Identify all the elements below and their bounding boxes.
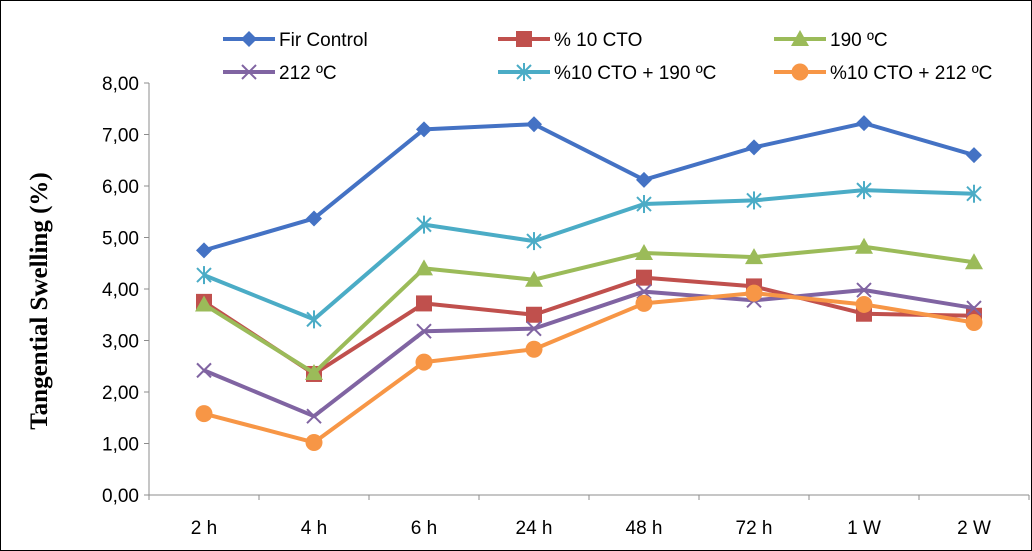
x-tick-label: 4 h [301, 518, 327, 539]
data-point [856, 282, 872, 298]
y-tick-label: 6,00 [102, 177, 139, 198]
legend: Fir Control % 10 CTO 190 ºC 212 ºC %10 CTO +… [223, 30, 992, 84]
y-axis-label: Tangential Swelling (%) [26, 172, 53, 429]
legend-marker [791, 63, 809, 81]
data-point [526, 306, 542, 323]
data-point [636, 195, 652, 214]
data-point [416, 323, 432, 339]
data-point [305, 363, 323, 380]
legend-entry: %10 CTO + 212 ºC [774, 63, 992, 84]
legend-entry: Fir Control [223, 30, 368, 51]
y-tick-label: 7,00 [102, 126, 139, 147]
legend-entry: % 10 CTO [498, 30, 642, 51]
series-line [203, 188, 975, 322]
data-point [855, 237, 873, 254]
legend-label: %10 CTO + 212 ºC [830, 63, 992, 84]
data-point [196, 266, 212, 285]
legend-entry: 190 ºC [774, 30, 888, 51]
legend-label: Fir Control [279, 30, 368, 51]
data-point [526, 320, 542, 337]
data-point [966, 147, 982, 164]
y-tick-label: 5,00 [102, 229, 139, 250]
data-point [856, 181, 872, 200]
series-5 [196, 181, 982, 329]
x-tick-label: 24 h [516, 518, 553, 539]
series-line [203, 291, 975, 445]
data-point [195, 405, 213, 423]
legend-label: %10 CTO + 190 ºC [554, 63, 716, 84]
data-point [965, 253, 983, 270]
x-tick-label: 48 h [626, 518, 663, 539]
legend-marker [516, 63, 532, 81]
x-tick-label: 2 h [191, 518, 217, 539]
data-point [635, 294, 653, 312]
data-point [196, 242, 212, 259]
data-point [745, 248, 763, 265]
data-point [526, 232, 542, 251]
data-point [306, 408, 322, 424]
series-line [202, 244, 975, 375]
x-tick-label: 6 h [411, 518, 437, 539]
data-point [415, 353, 433, 371]
data-point [196, 362, 212, 379]
data-point [195, 295, 213, 312]
legend-label: 212 ºC [279, 63, 337, 84]
y-tick-label: 8,00 [102, 74, 139, 95]
data-point [416, 215, 432, 234]
data-point [966, 300, 982, 316]
data-point [306, 210, 322, 227]
data-point [526, 116, 542, 133]
y-axis-ticks: 0,00 1,00 2,00 3,00 4,00 5,00 6,00 7,00 8,00 [102, 74, 149, 507]
y-tick-label: 1,00 [102, 435, 139, 456]
data-point [306, 310, 322, 329]
legend-marker [241, 64, 257, 80]
data-point [745, 284, 763, 302]
data-point [635, 243, 653, 260]
legend-label: % 10 CTO [554, 30, 642, 51]
y-tick-label: 4,00 [102, 280, 139, 301]
data-point [525, 270, 543, 287]
series-line [202, 275, 975, 376]
series-3 [195, 237, 983, 380]
x-tick-label: 72 h [736, 518, 773, 539]
series-6 [195, 284, 983, 451]
y-tick-label: 3,00 [102, 332, 139, 353]
data-point [636, 283, 652, 300]
legend-label: 190 ºC [830, 30, 888, 51]
legend-marker [791, 30, 809, 46]
x-tick-label: 2 W [957, 518, 991, 539]
series-layer [195, 115, 983, 451]
data-point [305, 433, 323, 451]
data-point [746, 139, 762, 156]
legend-entry: %10 CTO + 190 ºC [498, 63, 716, 84]
data-point [856, 115, 872, 132]
legend-marker [516, 31, 532, 47]
data-point [416, 121, 432, 138]
x-tick-label: 1 W [847, 518, 881, 539]
series-line [203, 121, 975, 253]
series-line [203, 288, 975, 419]
data-point [636, 171, 652, 188]
data-point [855, 295, 873, 313]
legend-marker [241, 31, 257, 47]
y-tick-label: 2,00 [102, 383, 139, 404]
data-point [415, 259, 433, 276]
data-point [416, 295, 432, 312]
data-point [966, 184, 982, 203]
data-point [965, 313, 983, 331]
series-1 [196, 115, 982, 259]
data-point [525, 340, 543, 358]
data-point [636, 269, 652, 286]
legend-entry: 212 ºC [223, 63, 337, 84]
x-axis-ticks: 2 h 4 h 6 h 24 h 48 h 72 h 1 W 2 W [148, 495, 1030, 539]
y-tick-label: 0,00 [102, 486, 139, 507]
data-point [746, 191, 762, 210]
